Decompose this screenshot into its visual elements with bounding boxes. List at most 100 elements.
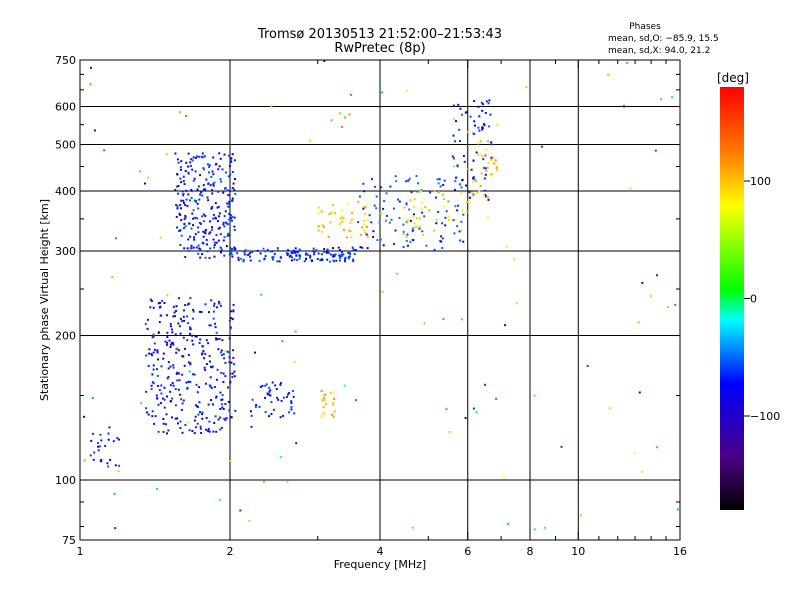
data-point	[200, 311, 203, 313]
data-point	[178, 379, 181, 382]
data-point	[420, 208, 423, 211]
data-point	[90, 66, 92, 69]
data-point	[180, 219, 183, 221]
data-point	[187, 353, 190, 356]
data-point	[264, 250, 267, 253]
data-point	[280, 399, 283, 402]
data-point	[342, 253, 345, 256]
data-point	[208, 420, 211, 423]
data-point	[233, 229, 236, 231]
data-point	[189, 297, 192, 300]
data-point	[190, 158, 193, 161]
data-point	[171, 331, 174, 334]
data-point	[394, 229, 397, 232]
data-point	[99, 460, 102, 462]
data-point	[232, 303, 235, 306]
data-point	[147, 413, 150, 416]
data-point	[181, 373, 184, 376]
data-point	[435, 218, 438, 221]
data-point	[214, 326, 217, 329]
data-point	[489, 173, 492, 176]
data-point	[225, 245, 228, 247]
data-point	[201, 411, 204, 414]
data-point	[215, 306, 218, 309]
data-point	[442, 205, 445, 208]
data-point	[114, 464, 117, 467]
data-point	[418, 226, 421, 229]
data-point	[159, 314, 162, 317]
data-point	[230, 253, 233, 256]
colorbar-tick-label: 100	[750, 175, 771, 188]
data-point	[363, 190, 366, 193]
data-point	[210, 299, 213, 302]
data-point	[323, 399, 326, 402]
data-point	[343, 258, 346, 261]
data-point	[420, 190, 423, 193]
data-point	[472, 159, 475, 162]
data-point	[437, 191, 440, 194]
data-point	[192, 179, 195, 182]
data-point	[172, 366, 175, 369]
data-point	[183, 247, 186, 250]
data-point	[457, 204, 459, 207]
data-point	[234, 178, 236, 180]
data-point	[196, 155, 199, 158]
data-point	[176, 173, 179, 176]
data-point	[190, 244, 193, 247]
data-point	[456, 225, 459, 228]
data-point	[209, 376, 212, 379]
data-point	[199, 425, 202, 428]
data-point	[204, 215, 207, 217]
data-point	[114, 527, 117, 530]
data-point	[189, 332, 191, 335]
data-point	[441, 247, 444, 249]
data-point	[211, 170, 214, 173]
data-point	[276, 260, 279, 263]
data-point	[208, 311, 210, 314]
data-point	[229, 159, 232, 162]
colorbar-ticks: 100 0 −100	[744, 175, 780, 423]
data-point	[229, 460, 232, 462]
data-point	[461, 113, 463, 116]
data-point	[481, 128, 484, 131]
data-point	[149, 306, 152, 309]
data-point	[185, 189, 188, 192]
data-point	[220, 403, 223, 406]
data-point	[150, 300, 153, 302]
data-point	[192, 310, 195, 313]
data-point	[190, 227, 193, 230]
data-point	[210, 175, 213, 178]
data-point	[266, 248, 269, 251]
data-point	[482, 123, 485, 125]
data-point	[504, 324, 506, 327]
data-point	[439, 185, 442, 188]
data-point	[188, 370, 191, 373]
data-point	[187, 165, 189, 168]
data-point	[361, 246, 364, 249]
data-point	[218, 338, 221, 340]
data-point	[437, 211, 440, 213]
y-tick-label: 500	[55, 139, 76, 152]
data-point	[229, 372, 232, 375]
data-point	[112, 440, 115, 443]
data-point	[249, 252, 251, 255]
x-tick-label: 2	[227, 545, 234, 558]
data-point	[459, 107, 462, 110]
data-point	[203, 357, 205, 360]
data-point	[456, 209, 459, 212]
data-point	[166, 343, 168, 346]
data-point	[229, 214, 232, 217]
data-point	[220, 398, 223, 401]
data-point	[199, 174, 202, 177]
data-point	[442, 318, 445, 321]
data-point	[487, 216, 489, 219]
data-point	[402, 230, 405, 233]
data-point	[212, 183, 215, 186]
data-point	[107, 465, 110, 468]
data-point	[177, 322, 180, 325]
data-point	[224, 418, 227, 421]
data-point	[350, 218, 353, 221]
data-point	[219, 178, 222, 181]
data-point	[156, 351, 159, 354]
data-point	[98, 445, 101, 448]
